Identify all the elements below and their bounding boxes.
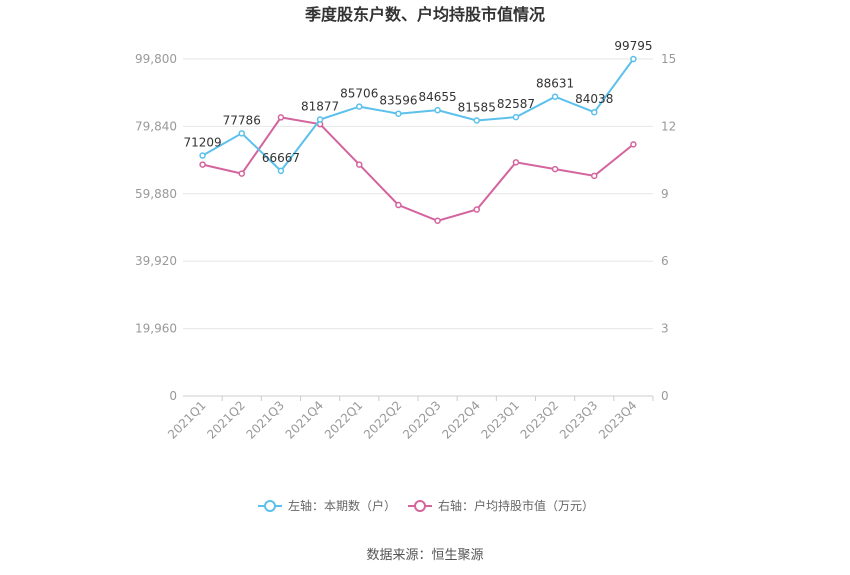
data-point[interactable]: [199, 152, 206, 159]
series-avg-value: [199, 114, 637, 225]
data-label: 83596: [379, 94, 417, 108]
data-point[interactable]: [591, 108, 598, 116]
legend: 左轴：本期数（户） 右轴：户均持股市值（万元）: [258, 498, 594, 513]
source-text: 数据来源：恒生聚源: [366, 548, 483, 563]
x-tick-label: 2023Q1: [478, 398, 522, 442]
left-tick-label: 59,880: [135, 187, 177, 201]
chart-title: 季度股东户数、户均持股市值情况: [304, 5, 545, 24]
data-point[interactable]: [395, 110, 402, 117]
data-point[interactable]: [473, 117, 480, 124]
x-tick-label: 2022Q4: [439, 398, 483, 442]
series-line: [202, 116, 635, 222]
data-label: 66667: [262, 151, 300, 165]
right-tick-label: 0: [661, 389, 669, 403]
data-point[interactable]: [551, 93, 559, 100]
data-point[interactable]: [512, 159, 520, 166]
x-tick-label: 2023Q3: [557, 398, 601, 442]
data-point[interactable]: [356, 161, 363, 168]
right-axis-ticks: 0 3 6 9 12 15: [661, 52, 676, 403]
data-label: 84655: [418, 90, 456, 104]
x-tick-label: 2021Q3: [243, 398, 287, 442]
legend-item[interactable]: 左轴：本期数（户）: [258, 498, 396, 513]
x-tick-label: 2023Q2: [518, 398, 562, 442]
data-point[interactable]: [356, 103, 363, 110]
data-point[interactable]: [473, 206, 480, 213]
data-label: 82587: [497, 97, 535, 111]
legend-marker-icon: [414, 500, 426, 512]
data-point[interactable]: [630, 55, 637, 63]
x-tick-label: 2022Q3: [400, 398, 444, 442]
data-point[interactable]: [591, 172, 598, 180]
right-tick-label: 9: [661, 187, 669, 201]
data-point[interactable]: [277, 114, 285, 121]
data-label: 84038: [575, 92, 613, 106]
right-tick-label: 3: [661, 322, 669, 336]
data-point[interactable]: [316, 116, 324, 123]
left-tick-label: 39,920: [135, 254, 177, 268]
data-point[interactable]: [551, 165, 559, 173]
data-label: 81877: [301, 100, 339, 114]
legend-item[interactable]: 右轴：户均持股市值（万元）: [408, 498, 594, 513]
data-label: 81585: [458, 101, 496, 115]
data-label: 85706: [340, 87, 378, 101]
left-tick-label: 79,840: [135, 119, 177, 133]
x-tick-label: 2022Q2: [361, 398, 405, 442]
data-point[interactable]: [395, 201, 402, 209]
left-tick-label: 0: [169, 389, 177, 403]
left-tick-label: 99,800: [135, 52, 177, 66]
data-point[interactable]: [277, 167, 285, 175]
data-point[interactable]: [238, 170, 245, 177]
data-point[interactable]: [630, 141, 637, 148]
legend-label: 左轴：本期数（户）: [288, 498, 396, 513]
x-axis-ticks: 2021Q12021Q22021Q32021Q42022Q12022Q22022…: [165, 396, 654, 442]
data-label: 88631: [536, 77, 574, 91]
x-tick-label: 2021Q2: [204, 398, 248, 442]
data-label: 71209: [183, 136, 221, 150]
series-line: [202, 58, 635, 173]
right-tick-label: 12: [661, 119, 676, 133]
left-axis-ticks: 0 19,960 39,920 59,880 79,840 99,800: [135, 52, 177, 403]
data-point[interactable]: [199, 161, 206, 168]
legend-label: 右轴：户均持股市值（万元）: [438, 498, 594, 513]
data-label: 99795: [614, 39, 652, 53]
data-point[interactable]: [238, 130, 245, 137]
x-tick-label: 2022Q1: [322, 398, 366, 442]
x-tick-label: 2021Q1: [165, 398, 209, 442]
data-point[interactable]: [434, 106, 441, 114]
right-tick-label: 6: [661, 254, 669, 268]
x-tick-label: 2023Q4: [596, 398, 640, 442]
data-point[interactable]: [434, 217, 441, 225]
left-tick-label: 19,960: [135, 322, 177, 336]
data-label: 77786: [223, 113, 261, 127]
right-tick-label: 15: [661, 52, 676, 66]
grid: [183, 58, 653, 397]
data-point[interactable]: [512, 113, 520, 121]
x-tick-label: 2021Q4: [283, 398, 327, 442]
legend-marker-icon: [264, 500, 276, 512]
